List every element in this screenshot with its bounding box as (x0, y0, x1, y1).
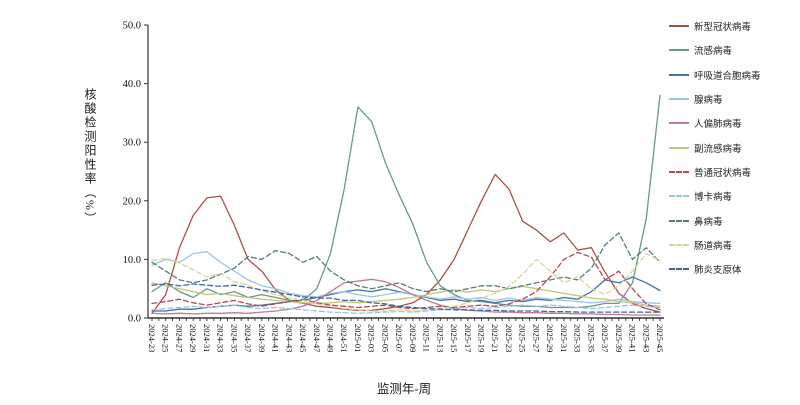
legend-item-label: 鼻病毒 (694, 217, 723, 228)
x-tick-label: 2025-17 (463, 324, 473, 352)
legend-line-swatch-covid (669, 25, 689, 28)
x-tick-label: 2024-49 (325, 324, 335, 352)
legend-line-swatch-bocavirus (669, 195, 689, 198)
x-axis-title: 监测年-周 (376, 382, 432, 396)
legend-item-label: 副流感病毒 (694, 144, 742, 155)
x-tick-label: 2024-27 (174, 324, 184, 352)
y-tick-label: 20.0 (123, 196, 141, 207)
y-tick-label: 50.0 (123, 21, 141, 32)
series-line-bocavirus (151, 304, 661, 314)
x-tick-label: 2025-37 (600, 324, 610, 352)
x-tick-label: 2025-45 (655, 324, 665, 352)
x-tick-label: 2024-37 (243, 324, 253, 352)
legend-line-swatch-hmpv (669, 122, 689, 125)
legend-line-swatch-adenovirus (669, 98, 689, 101)
series-line-adenovirus (151, 251, 661, 305)
legend-item-bocavirus: 博卡病毒 (669, 184, 761, 208)
x-tick-label: 2024-43 (284, 324, 294, 352)
x-tick-label: 2025-43 (641, 324, 651, 352)
series-line-common-coronavirus (151, 251, 661, 311)
x-tick-label: 2025-35 (586, 324, 596, 352)
legend-item-influenza: 流感病毒 (669, 38, 761, 62)
x-tick-label: 2025-23 (504, 324, 514, 352)
legend-item-label: 普通冠状病毒 (694, 168, 752, 179)
x-tick-label: 2024-45 (298, 324, 308, 352)
legend-line-swatch-parainfluenza (669, 146, 689, 149)
x-tick-label: 2025-27 (531, 324, 541, 352)
x-tick-label: 2025-15 (449, 324, 459, 352)
legend-line-swatch-influenza (669, 49, 689, 52)
legend-item-common-coronavirus: 普通冠状病毒 (669, 160, 761, 184)
series-line-influenza (151, 94, 661, 309)
legend-item-hmpv: 人偏肺病毒 (669, 111, 761, 135)
legend-item-covid: 新型冠状病毒 (669, 14, 761, 38)
y-tick-label: 40.0 (123, 79, 141, 90)
series-line-rhinovirus (151, 232, 661, 293)
x-tick-label: 2025-03 (367, 324, 377, 352)
legend-item-label: 新型冠状病毒 (694, 23, 752, 34)
legend-item-mycoplasma: 肺炎支原体 (669, 257, 761, 281)
x-tick-label: 2024-41 (271, 324, 281, 352)
series-line-enterovirus (151, 252, 661, 312)
x-tick-label: 2025-29 (545, 324, 555, 352)
chart-legend: 新型冠状病毒 流感病毒呼吸道合胞病毒 腺病毒人偏肺病毒副流感病毒普通冠状病毒 博卡病毒… (669, 14, 761, 281)
x-tick-label: 2024-29 (188, 324, 198, 352)
legend-line-swatch-mycoplasma (669, 268, 689, 271)
x-tick-label: 2025-13 (435, 324, 445, 352)
series-line-mycoplasma (151, 283, 661, 313)
legend-item-label: 肺炎支原体 (694, 266, 742, 277)
legend-item-label: 博卡病毒 (694, 193, 733, 204)
legend-item-label: 呼吸道合胞病毒 (694, 71, 761, 82)
legend-item-label: 腺病毒 (694, 96, 723, 107)
x-tick-label: 2025-09 (408, 324, 418, 352)
y-tick-label: 30.0 (123, 138, 141, 149)
x-tick-label: 2025-33 (573, 324, 583, 352)
x-tick-label: 2024-47 (312, 324, 322, 352)
legend-line-swatch-common-coronavirus (669, 170, 689, 173)
legend-line-swatch-rsv (669, 73, 689, 76)
legend-item-label: 人偏肺病毒 (694, 120, 742, 131)
x-tick-label: 2024-25 (161, 324, 171, 352)
x-tick-label: 2025-01 (353, 324, 363, 352)
x-tick-label: 2025-19 (477, 324, 487, 352)
x-tick-label: 2025-21 (490, 324, 500, 352)
x-tick-label: 2024-51 (339, 324, 349, 352)
legend-item-enterovirus: 肠道病毒 (669, 233, 761, 257)
x-tick-label: 2025-31 (559, 324, 569, 352)
legend-line-swatch-rhinovirus (669, 219, 689, 222)
x-tick-label: 2025-05 (380, 324, 390, 352)
y-tick-label: 0.0 (128, 314, 141, 325)
legend-item-rsv: 呼吸道合胞病毒 (669, 63, 761, 87)
legend-item-label: 肠道病毒 (694, 241, 733, 252)
series-line-hmpv (151, 278, 661, 316)
y-axis-title: 核酸检测阳性率（%） (83, 88, 97, 226)
series-line-covid (151, 173, 661, 314)
legend-item-rhinovirus: 鼻病毒 (669, 208, 761, 232)
x-tick-label: 2025-11 (422, 324, 432, 352)
legend-item-label: 流感病毒 (694, 47, 733, 58)
legend-line-swatch-enterovirus (669, 243, 689, 246)
x-tick-label: 2024-23 (147, 324, 157, 352)
x-tick-label: 2025-07 (394, 324, 404, 352)
x-tick-label: 2025-41 (628, 324, 638, 352)
series-line-parainfluenza (151, 282, 661, 307)
x-tick-label: 2025-25 (518, 324, 528, 352)
legend-item-adenovirus: 腺病毒 (669, 87, 761, 111)
x-tick-label: 2024-35 (229, 324, 239, 352)
legend-item-parainfluenza: 副流感病毒 (669, 135, 761, 159)
y-tick-label: 10.0 (123, 255, 141, 266)
x-tick-label: 2025-39 (614, 324, 624, 352)
x-tick-label: 2024-33 (216, 324, 226, 352)
x-tick-label: 2024-39 (257, 324, 267, 352)
x-tick-label: 2024-31 (202, 324, 212, 352)
